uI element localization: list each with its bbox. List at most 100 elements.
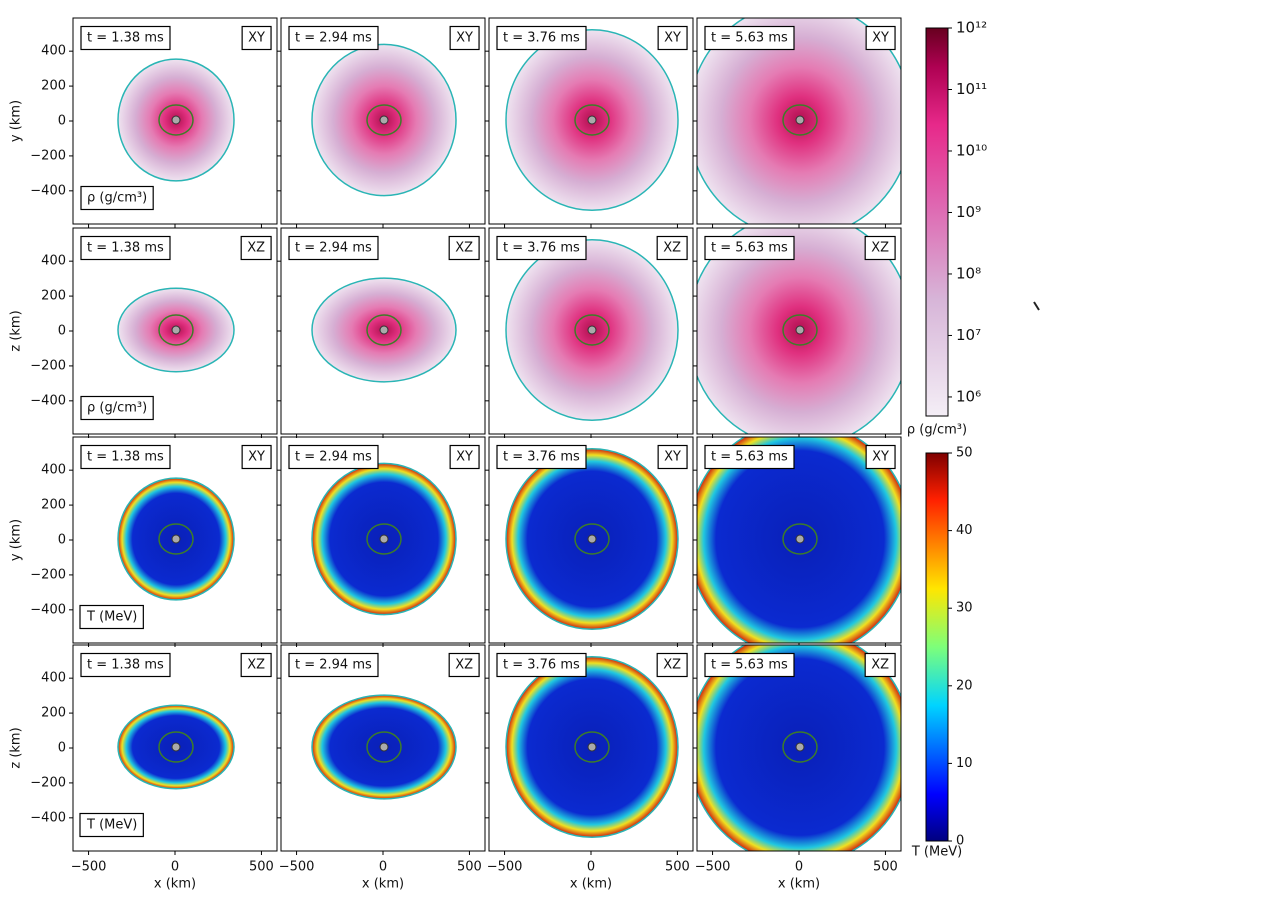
y-tick-label: 0 (58, 324, 66, 339)
label-box (288, 25, 379, 51)
time-label: t = 5.63 ms (711, 241, 788, 256)
panel-image (117, 477, 235, 601)
x-tick-label: 500 (873, 860, 898, 875)
colorbar-tick-label: 10 (956, 756, 973, 771)
label-box (864, 652, 896, 678)
colorbar-tick-label: 20 (956, 678, 973, 693)
label-box (704, 25, 795, 51)
time-label: t = 3.76 ms (503, 658, 580, 673)
x-axis-label: x (km) (778, 877, 820, 892)
plane-label: XZ (871, 658, 889, 673)
label-box (704, 235, 795, 261)
core-contour (782, 731, 818, 763)
y-tick-label: 400 (41, 463, 66, 478)
core (795, 742, 805, 752)
core-contour (158, 523, 194, 555)
core-contour (366, 523, 402, 555)
plane-label: XZ (455, 658, 473, 673)
time-label: t = 3.76 ms (503, 31, 580, 46)
label-box (288, 444, 379, 470)
label-box (864, 235, 896, 261)
panel-image (311, 43, 457, 197)
label-box (448, 652, 480, 678)
quantity-label: T (MeV) (86, 610, 137, 625)
colorbar-tick-label: 10⁹ (956, 203, 981, 221)
colorbar-label: ρ (g/cm³) (907, 423, 967, 438)
time-label: t = 3.76 ms (503, 450, 580, 465)
y-axis-label: z (km) (9, 727, 24, 768)
time-label: t = 2.94 ms (295, 31, 372, 46)
colorbar-tick-label: 50 (956, 446, 973, 461)
core (171, 742, 181, 752)
panel-image (505, 28, 679, 212)
core (587, 534, 597, 544)
label-box (80, 185, 154, 211)
x-tick-label: 500 (249, 860, 274, 875)
colorbar-tick-label: 10⁶ (956, 387, 981, 405)
y-tick-label: −400 (30, 810, 66, 825)
label-box (865, 444, 896, 470)
colorbar-tick-label: 10¹⁰ (956, 141, 987, 159)
y-tick-label: 0 (58, 741, 66, 756)
x-tick-label: 500 (457, 860, 482, 875)
colorbar-tick-label: 10⁸ (956, 264, 981, 282)
label-box (241, 25, 272, 51)
panel-image (505, 447, 679, 631)
x-tick-label: 0 (587, 860, 595, 875)
core (379, 325, 389, 335)
label-box (656, 235, 688, 261)
core (379, 742, 389, 752)
y-tick-label: −200 (30, 775, 66, 790)
y-tick-label: 0 (58, 533, 66, 548)
colorbar (925, 27, 949, 417)
colorbar (925, 452, 949, 842)
time-label: t = 1.38 ms (87, 450, 164, 465)
y-axis-label: y (km) (9, 100, 24, 142)
y-tick-label: 200 (41, 706, 66, 721)
label-box (241, 444, 272, 470)
core (587, 742, 597, 752)
plane-label: XZ (247, 658, 265, 673)
core (795, 325, 805, 335)
label-box (496, 444, 587, 470)
panel-image (117, 704, 235, 790)
time-label: t = 3.76 ms (503, 241, 580, 256)
plane-label: XY (664, 450, 681, 465)
panel-image (311, 277, 457, 383)
y-tick-label: 200 (41, 498, 66, 513)
x-tick-label: 0 (379, 860, 387, 875)
core-contour (574, 523, 610, 555)
colorbar-tick-label: 10⁷ (956, 326, 981, 344)
label-box (80, 235, 171, 261)
panel-image (117, 287, 235, 373)
time-label: t = 5.63 ms (711, 450, 788, 465)
x-tick-label: 0 (795, 860, 803, 875)
label-box (448, 235, 480, 261)
time-label: t = 5.63 ms (711, 658, 788, 673)
core-contour (366, 314, 402, 346)
label-box (80, 395, 154, 421)
core (171, 325, 181, 335)
time-label: t = 2.94 ms (295, 241, 372, 256)
panel-image (697, 437, 901, 643)
x-tick-label: 0 (171, 860, 179, 875)
label-box (496, 25, 587, 51)
core-contour (782, 314, 818, 346)
x-tick-label: −500 (695, 860, 731, 875)
x-axis-label: x (km) (570, 877, 612, 892)
label-box (288, 652, 379, 678)
colorbar-tick-label: 40 (956, 523, 973, 538)
x-axis-label: x (km) (154, 877, 196, 892)
panel-image (311, 694, 457, 800)
core (587, 115, 597, 125)
y-tick-label: −200 (30, 148, 66, 163)
panel-image (311, 462, 457, 616)
panel-image (697, 18, 901, 224)
y-tick-label: 400 (41, 44, 66, 59)
x-tick-label: −500 (279, 860, 315, 875)
label-box (657, 444, 688, 470)
core-contour (574, 314, 610, 346)
y-tick-label: 200 (41, 79, 66, 94)
label-box (240, 652, 272, 678)
